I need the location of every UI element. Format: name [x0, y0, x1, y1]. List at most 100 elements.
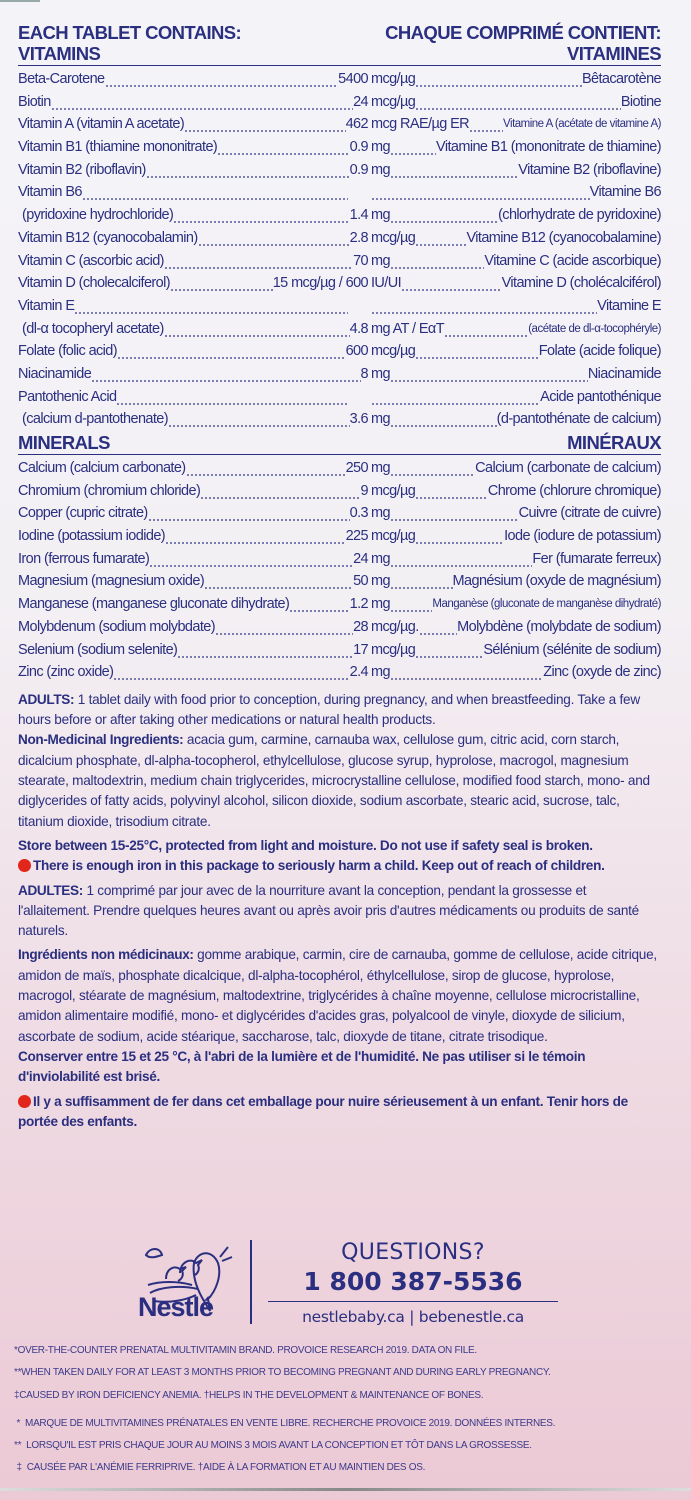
leader-dots [418, 615, 458, 639]
unit: mcg/µg [371, 528, 416, 545]
supplement-label: EACH TABLET CONTAINS: CHAQUE COMPRIMÉ CO… [18, 22, 662, 1132]
phone-number[interactable]: 1 800 387-5536 [268, 1265, 558, 1302]
nutrient-row: Pantothenic Acid Acide pantothénique [18, 385, 662, 409]
amount: 2.4 [349, 664, 369, 681]
amount: 24 [353, 550, 369, 567]
unit: mg AT / EαT [371, 320, 445, 337]
unit: mg [371, 596, 391, 613]
unit: mcg/µg [371, 229, 416, 246]
leader-dots [168, 408, 350, 431]
vitamins-title-en: VITAMINS [18, 43, 101, 64]
leader-dots [145, 158, 350, 182]
warning-dot-icon [18, 1094, 31, 1108]
unit: mcg/µg [371, 71, 416, 87]
nutrient-name-en: Copper (cupric citrate) [18, 505, 148, 522]
leader-dots [197, 226, 350, 250]
leader-dots [415, 479, 488, 503]
amount: 15 mcg/µg / 600 [272, 275, 369, 292]
non-medicinal-ingredients-fr: Ingrédients non médicinaux: gomme arabiq… [18, 945, 661, 1046]
nutrient-name-en: Biotin [18, 93, 51, 110]
unit: mg [371, 252, 391, 269]
minerals-table: Calcium (calcium carbonate) 250 mg Calcium … [18, 457, 662, 684]
leader-dots [50, 90, 354, 114]
nutrient-name-en: Vitamin B12 (cyanocobalamin) [18, 229, 198, 246]
nutrient-name-fr: Cuivre (citrate de cuivre) [518, 505, 662, 522]
nutrient-name-en: Niacinamide [18, 365, 92, 382]
unit: IU/UI [371, 275, 402, 292]
text: 1 tablet daily with food prior to concep… [18, 691, 640, 728]
nutrient-name-en: Chromium (chromium chloride) [18, 482, 201, 499]
minerals-title-fr: MINÉRAUX [567, 432, 661, 453]
nutrient-row: Vitamin B12 (cyanocobalamin) 2.8 mcg/µg Vit… [18, 226, 662, 250]
header-fr: CHAQUE COMPRIMÉ CONTIENT: [385, 22, 661, 43]
amount: 2.8 [349, 229, 369, 246]
amount: 600 [345, 343, 369, 360]
nutrient-name-fr: Niacinamide [587, 365, 662, 382]
unit: mg [371, 365, 391, 382]
nutrient-row: (pyridoxine hydrochloride) 1.4 mg (chlorhyd… [18, 204, 662, 227]
bottom-edge [0, 1488, 691, 1491]
leader-dots [104, 68, 339, 91]
leader-dots [74, 294, 348, 318]
nutrient-name-fr: Vitamine A (acétate de vitamine A) [503, 118, 661, 131]
nestle-wordmark: Nestlé [138, 1292, 214, 1322]
unit: mcg/µg [371, 641, 416, 658]
vitamins-table: Beta-Carotene 5400 mcg/µg Bêtacarotène Bioti… [18, 68, 662, 431]
footnote-en: ‡CAUSED BY IRON DEFICIENCY ANEMIA. †HELP… [14, 1389, 484, 1401]
leader-dots [389, 249, 485, 273]
nutrient-name-en: Iron (ferrous fumarate) [18, 550, 150, 567]
leader-dots [116, 385, 348, 409]
leader-dots [173, 204, 350, 227]
text: Il y a suffisamment de fer dans cet emba… [18, 1093, 628, 1129]
nutrient-row: Vitamin A (vitamin A acetate) 462 mcg RAE/… [18, 113, 661, 137]
leader-dots [147, 502, 350, 526]
nutrient-row: Copper (cupric citrate) 0.3 mg Cuivre (citr… [18, 502, 662, 526]
header-en: EACH TABLET CONTAINS: [18, 22, 242, 43]
leader-dots [113, 661, 350, 684]
unit: mg [371, 411, 391, 428]
leader-dots [204, 570, 354, 594]
amount: 28 [353, 618, 369, 635]
leader-dots [389, 362, 588, 386]
unit: mcg/µg [371, 343, 416, 360]
unit: mcg/µg [371, 482, 416, 499]
leader-dots [371, 385, 541, 409]
nutrient-row: Molybdenum (sodium molybdate) 28 mcg/µg. Mo… [18, 615, 662, 639]
nestle-nest-logo-icon [144, 1246, 233, 1312]
nutrient-name-en: Zinc (zinc oxide) [18, 664, 114, 681]
nutrient-row: Vitamin E Vitamine E [18, 294, 662, 318]
leader-dots [389, 502, 519, 526]
amount: 462 [345, 116, 369, 133]
nutrient-row: Zinc (zinc oxide) 2.4 mg Zinc (oxyde de zin… [18, 661, 662, 684]
leader-dots [149, 547, 354, 571]
amount: 225 [345, 528, 369, 545]
websites[interactable]: nestlebaby.ca | bebenestle.ca [302, 1308, 524, 1326]
unit: mcg/µg. [371, 618, 419, 635]
nutrient-row: Niacinamide 8 mg Niacinamide [18, 362, 662, 386]
nutrient-row: Chromium (chromium chloride) 9 mcg/µg Chrom… [18, 479, 662, 503]
footnote-fr: ‡ CAUSÉE PAR L'ANÉMIE FERRIPRIVE. †AIDE … [14, 1462, 426, 1474]
nutrient-name-fr: Vitamine B2 (riboflavine) [518, 161, 661, 178]
minerals-heading: MINERALS MINÉRAUX [18, 432, 662, 455]
unit: mg [371, 664, 391, 681]
unit: mg [371, 460, 391, 476]
nutrient-row: (dl-α tocopheryl acetate) 4.8 mg AT / EαT (… [18, 317, 661, 341]
footnote-fr: ** LORSQU'IL EST PRIS CHAQUE JOUR AU MOI… [14, 1440, 532, 1452]
leader-dots [214, 615, 354, 639]
nutrient-name-fr: Vitamine B6 [589, 184, 662, 201]
text: 1 comprimé par jour avec de la nourritur… [18, 882, 639, 939]
storage-fr: Conserver entre 15 et 25 °C, à l'abri de… [18, 1048, 586, 1085]
nutrient-row: Vitamin C (ascorbic acid) 70 mg Vitamine C … [18, 249, 662, 273]
unit: mg [371, 207, 391, 224]
adults-directions-fr: ADULTES: 1 comprimé par jour avec de la … [18, 881, 661, 942]
nutrient-name-en: Vitamin D (cholecalciferol) [18, 275, 171, 292]
nutrient-name-en: Iodine (potassium iodide) [18, 528, 166, 545]
storage-en: Store between 15-25°C, protected from li… [18, 837, 593, 853]
questions-label: QUESTIONS? [341, 1240, 485, 1265]
label: Ingrédients non médicinaux: [18, 947, 194, 963]
amount: 50 [353, 573, 369, 590]
top-edge [0, 0, 40, 2]
iron-warning-en: There is enough iron in this package to … [18, 856, 661, 876]
nutrient-name-fr: Biotine [620, 93, 662, 110]
nutrient-name-fr: Zinc (oxyde de zinc) [543, 664, 661, 681]
